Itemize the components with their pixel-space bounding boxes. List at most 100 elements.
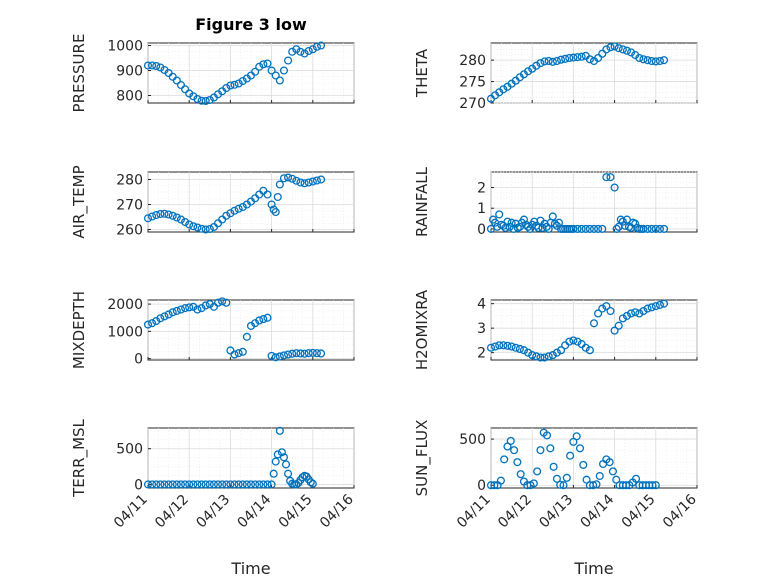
data-point — [534, 223, 543, 232]
y-tick-label: 3 — [477, 321, 486, 337]
data-point — [273, 192, 282, 202]
data-point — [160, 209, 169, 218]
data-point — [308, 348, 317, 357]
y-tick-label: 1000 — [107, 324, 143, 340]
data-point — [577, 52, 586, 61]
x-tick-label: 04/12 — [152, 492, 192, 532]
data-point — [277, 448, 286, 457]
data-point — [585, 55, 594, 64]
data-point — [222, 211, 231, 220]
data-point — [513, 458, 522, 467]
data-point — [181, 217, 190, 227]
data-point — [573, 337, 582, 346]
data-point — [577, 224, 586, 233]
subplot-rainfall: 0 1 2 RAINFALL — [413, 166, 698, 238]
data-point — [565, 53, 574, 63]
data-point — [230, 350, 239, 359]
data-point — [201, 96, 210, 106]
data-point — [627, 309, 636, 318]
data-point — [594, 53, 603, 63]
data-point — [238, 202, 247, 212]
data-point — [312, 349, 321, 358]
data-point — [164, 480, 173, 489]
y-tick-label: 0 — [477, 478, 486, 494]
data-point — [238, 347, 247, 356]
x-tick-label: 04/15 — [619, 492, 659, 532]
data-point — [284, 56, 293, 65]
data-point — [209, 302, 218, 311]
data-point — [271, 207, 280, 217]
y-tick-label: 275 — [459, 75, 486, 91]
y-tick-label: 2 — [477, 346, 486, 362]
data-point — [251, 480, 260, 489]
x-tick-label: 04/13 — [193, 492, 233, 532]
data-point — [284, 350, 293, 359]
data-point — [172, 76, 181, 85]
data-point — [556, 55, 566, 64]
data-point — [618, 45, 627, 54]
data-point — [612, 224, 621, 233]
data-point — [292, 349, 301, 358]
data-point — [279, 66, 289, 75]
data-point — [536, 446, 545, 455]
data-point — [606, 306, 615, 316]
data-point — [495, 341, 504, 350]
data-point — [490, 481, 499, 490]
y-tick-label: 500 — [459, 432, 486, 448]
data-point — [536, 59, 545, 68]
y-tick-label: 0 — [477, 222, 486, 238]
y-tick-label: 2 — [477, 181, 486, 197]
data-point — [506, 436, 515, 445]
data-point — [197, 224, 206, 233]
y-tick-label: 270 — [459, 96, 486, 112]
data-point — [631, 474, 641, 483]
data-point — [529, 479, 538, 488]
y-tick-label: 0 — [134, 477, 143, 493]
data-point — [542, 431, 552, 440]
x-tick-label: 04/13 — [536, 492, 576, 532]
data-point — [639, 55, 648, 64]
y-tick-label: 800 — [116, 89, 143, 105]
subplot-terr-msl: 0 500 04/11 04/12 04/13 04/14 04/15 04/16 TERR_M… — [70, 418, 357, 531]
subplot-air-temp: 260 270 280 AIR_TEMP — [70, 165, 355, 239]
data-point — [505, 222, 514, 231]
data-point — [618, 314, 627, 323]
data-point — [259, 60, 268, 69]
data-point — [193, 223, 202, 232]
data-point — [230, 480, 239, 489]
y-axis-label: TERR_MSL — [70, 418, 89, 497]
data-point — [585, 346, 594, 355]
data-point — [585, 224, 594, 233]
data-point — [648, 481, 657, 490]
data-point — [218, 297, 227, 306]
x-tick-label: 04/11 — [454, 492, 494, 532]
data-point — [193, 480, 202, 489]
data-point — [181, 304, 190, 313]
data-point — [152, 61, 161, 71]
data-point — [164, 310, 173, 319]
data-point — [275, 352, 284, 361]
data-point — [181, 480, 190, 489]
data-point — [267, 200, 276, 209]
data-point — [519, 346, 529, 355]
data-point — [267, 66, 276, 75]
data-point — [292, 176, 301, 185]
data-point — [292, 480, 301, 489]
data-point — [556, 346, 566, 355]
data-point — [176, 80, 186, 90]
data-point — [300, 49, 309, 58]
data-point — [647, 224, 656, 233]
y-axis-label: THETA — [413, 48, 431, 98]
data-point — [627, 48, 636, 57]
data-point — [631, 308, 640, 317]
data-point — [185, 303, 194, 312]
data-point — [622, 311, 632, 320]
data-point — [308, 177, 317, 186]
data-point — [205, 224, 214, 234]
data-point — [589, 319, 599, 328]
data-point — [246, 480, 256, 489]
data-point — [255, 480, 264, 489]
data-point — [499, 85, 508, 94]
data-point — [234, 349, 243, 358]
